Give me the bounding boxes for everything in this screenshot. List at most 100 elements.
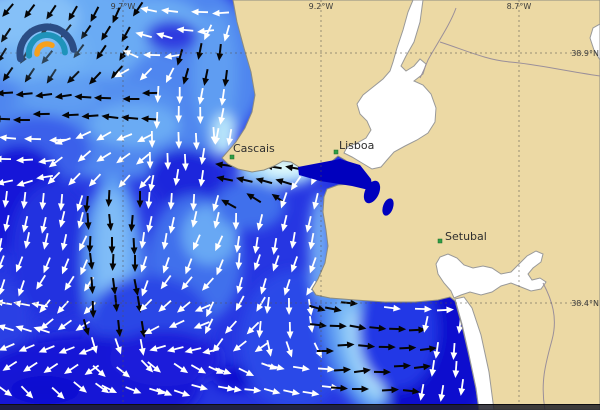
current-arrow [135, 31, 152, 38]
current-arrow [285, 297, 293, 315]
current-arrow [164, 52, 182, 60]
current-arrow [125, 386, 142, 394]
ocean-color-blob [193, 10, 237, 140]
current-arrow [213, 212, 220, 229]
current-arrow [15, 90, 33, 98]
current-arrow [283, 279, 291, 296]
ocean-color-blob [10, 376, 80, 404]
current-arrow [244, 386, 262, 394]
current-arrow [399, 344, 417, 352]
current-arrow [429, 359, 437, 377]
current-arrow [268, 364, 285, 371]
current-arrow [256, 214, 264, 231]
current-arrow [0, 385, 13, 397]
current-arrow [280, 192, 288, 209]
current-arrow [290, 175, 302, 191]
current-arrow [184, 258, 193, 275]
current-arrow [75, 130, 92, 139]
current-arrow [215, 235, 224, 252]
current-arrow [202, 68, 210, 86]
current-arrow [215, 161, 233, 169]
current-arrow [433, 341, 441, 359]
current-arrow [253, 254, 261, 271]
current-arrow [40, 318, 54, 330]
wave-logo [5, 22, 89, 78]
current-arrow [58, 211, 66, 228]
current-arrow [132, 1, 144, 17]
current-arrow [51, 386, 65, 400]
current-arrow [106, 213, 114, 231]
ocean-color-blob [0, 280, 30, 360]
current-arrow [43, 362, 59, 373]
current-arrow [308, 232, 316, 250]
current-arrow [419, 345, 437, 353]
current-arrow [285, 341, 293, 358]
current-arrow [254, 341, 270, 353]
current-arrow [148, 130, 156, 148]
current-arrow [16, 179, 33, 187]
current-arrow [20, 385, 34, 399]
current-arrow [215, 367, 232, 375]
current-arrow [116, 152, 131, 164]
current-arrow [89, 71, 102, 85]
current-arrow [57, 193, 65, 211]
current-arrow [38, 157, 56, 165]
current-arrow [46, 4, 57, 20]
city-setubal: Setubal [437, 230, 487, 244]
current-arrow [212, 337, 224, 353]
current-arrow [292, 364, 310, 372]
current-arrow [22, 361, 38, 372]
current-arrow [190, 193, 198, 211]
current-arrow [0, 89, 14, 97]
current-arrow [252, 236, 260, 254]
current-arrow [12, 116, 30, 124]
current-arrow [302, 389, 320, 397]
current-arrow [116, 366, 131, 378]
current-arrow [73, 381, 87, 393]
current-arrow [305, 216, 312, 233]
current-arrow [413, 363, 431, 371]
current-arrow [64, 363, 79, 374]
current-arrow [18, 344, 35, 352]
current-arrow [94, 382, 110, 394]
current-arrow [317, 365, 335, 373]
tagus-estuary [343, 0, 437, 170]
current-arrow [216, 259, 224, 276]
lisboa-label: Lisboa [339, 139, 374, 152]
current-arrow [212, 9, 230, 17]
current-arrow [36, 173, 54, 181]
current-arrow [88, 173, 102, 187]
current-arrow [197, 87, 205, 105]
current-arrow [0, 155, 12, 163]
current-arrow [275, 178, 292, 186]
current-arrow [161, 7, 179, 15]
current-arrow [0, 255, 5, 272]
current-arrow [74, 93, 92, 101]
current-arrow [43, 257, 51, 274]
current-arrow [351, 385, 369, 393]
current-arrow [15, 256, 24, 273]
current-arrow [184, 347, 202, 354]
cascais-marker [229, 154, 235, 160]
current-arrow [83, 301, 97, 315]
current-arrow [306, 280, 317, 296]
current-arrow [196, 42, 204, 60]
current-arrow [21, 215, 29, 233]
current-arrow [33, 326, 50, 334]
current-arrow [373, 368, 391, 376]
current-arrow [353, 367, 371, 375]
current-arrow [286, 321, 294, 339]
current-arrow [135, 295, 143, 313]
current-arrow [77, 150, 92, 162]
current-arrow [80, 259, 88, 276]
current-arrow [232, 340, 247, 352]
river-line-north [419, 7, 457, 79]
current-arrow [96, 152, 112, 162]
current-arrow [156, 388, 173, 396]
current-arrow [20, 191, 28, 209]
current-arrow [149, 344, 166, 352]
current-arrow [191, 210, 198, 228]
current-arrow [167, 192, 175, 210]
current-arrow [143, 51, 161, 59]
current-arrow [204, 24, 213, 41]
